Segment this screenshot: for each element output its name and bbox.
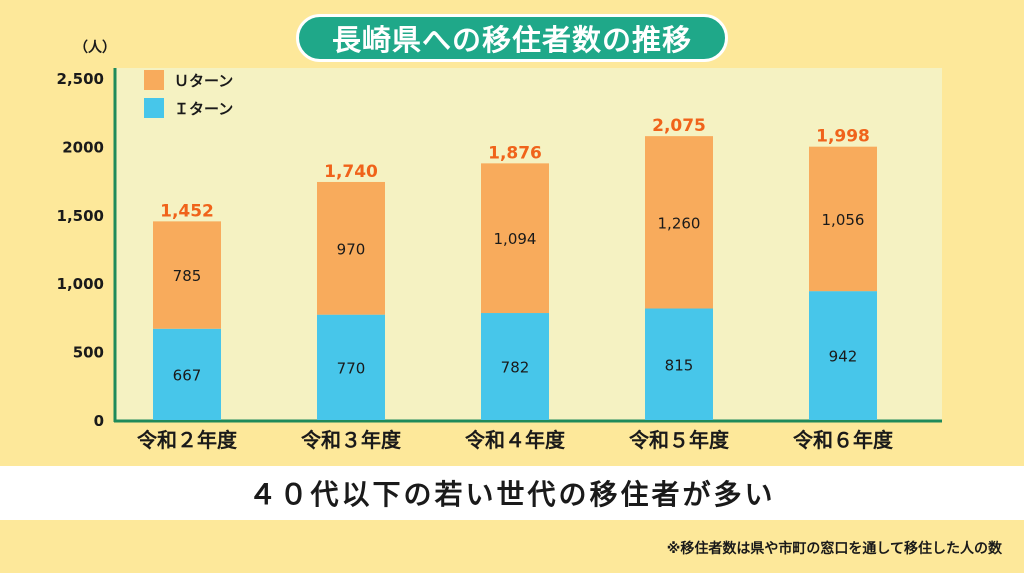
subtitle-caption: ４０代以下の若い世代の移住者が多い [0, 466, 1024, 520]
y-tick-label: 1,000 [57, 275, 104, 293]
bar-u-turn [809, 146, 877, 292]
bar-i-turn [645, 308, 713, 420]
total-label: 1,998 [816, 127, 870, 147]
bar-i-turn [317, 314, 385, 420]
legend-label-i-turn: Ｉターン [174, 100, 233, 118]
y-axis-unit: （人） [74, 39, 116, 56]
chart-title: 長崎県への移住者数の推移 [296, 14, 728, 62]
data-label-u-turn: 785 [173, 267, 202, 285]
data-label-u-turn: 1,094 [494, 230, 537, 248]
total-label: 1,740 [324, 162, 378, 182]
data-label-i-turn: 815 [665, 356, 694, 374]
y-tick-label: 500 [73, 344, 104, 362]
y-tick-label: 2,500 [57, 70, 104, 88]
data-label-i-turn: 782 [501, 359, 530, 377]
bar-u-turn [645, 136, 713, 309]
data-label-i-turn: 770 [337, 359, 366, 377]
data-label-u-turn: 1,056 [822, 211, 865, 229]
y-tick-label: 1,500 [57, 207, 104, 225]
legend-label-u-turn: Ｕターン [174, 72, 233, 90]
x-tick-label: 令和５年度 [629, 428, 730, 452]
bar-u-turn [481, 163, 549, 314]
x-tick-label: 令和３年度 [301, 428, 402, 452]
x-tick-label: 令和６年度 [793, 428, 894, 452]
total-label: 2,075 [652, 116, 706, 136]
footnote: ※移住者数は県や市町の窓口を通して移住した人の数 [666, 541, 1002, 557]
x-tick-label: 令和４年度 [465, 428, 566, 452]
bar-u-turn [153, 221, 221, 329]
bar-i-turn [809, 291, 877, 420]
data-label-u-turn: 970 [337, 240, 366, 258]
x-tick-label: 令和２年度 [137, 428, 238, 452]
data-label-i-turn: 942 [829, 348, 858, 366]
y-tick-label: 2000 [62, 138, 104, 156]
y-tick-label: 0 [94, 412, 104, 430]
total-label: 1,452 [160, 201, 214, 221]
total-label: 1,876 [488, 143, 542, 163]
data-label-u-turn: 1,260 [658, 214, 701, 232]
bar-i-turn [153, 328, 221, 420]
bar-i-turn [481, 313, 549, 420]
legend-swatch-u-turn [144, 70, 164, 90]
bar-u-turn [317, 181, 385, 315]
legend-swatch-i-turn [144, 98, 164, 118]
data-label-i-turn: 667 [173, 366, 202, 384]
